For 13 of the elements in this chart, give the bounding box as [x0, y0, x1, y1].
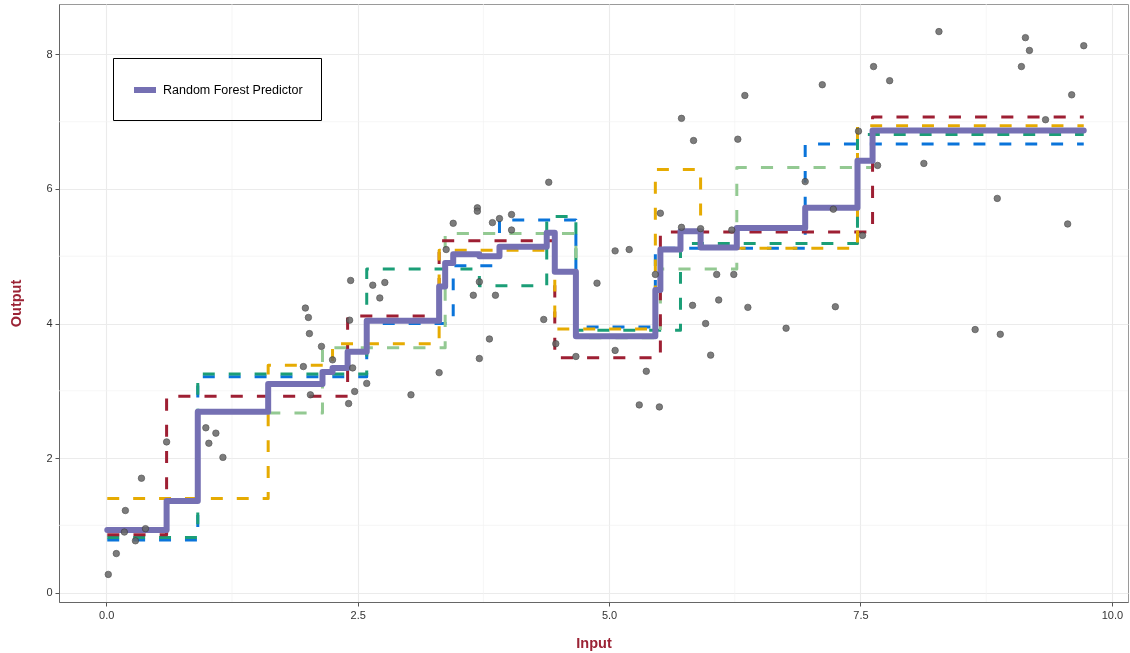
legend-label: Random Forest Predictor — [163, 83, 303, 97]
y-tick-label: 4 — [46, 317, 53, 330]
y-axis-title: Output — [8, 279, 25, 328]
x-tick-label: 0.0 — [99, 608, 115, 621]
y-tick-label: 0 — [46, 586, 53, 599]
y-tick-label: 8 — [46, 47, 53, 60]
x-axis-title: Input — [576, 634, 612, 651]
x-tick-label: 7.5 — [853, 608, 869, 621]
x-tick-label: 2.5 — [350, 608, 366, 621]
y-tick-label: 6 — [46, 182, 53, 195]
x-tick-label: 5.0 — [601, 608, 618, 621]
x-tick-label: 10.0 — [1101, 608, 1124, 621]
y-tick-label: 2 — [46, 451, 53, 464]
